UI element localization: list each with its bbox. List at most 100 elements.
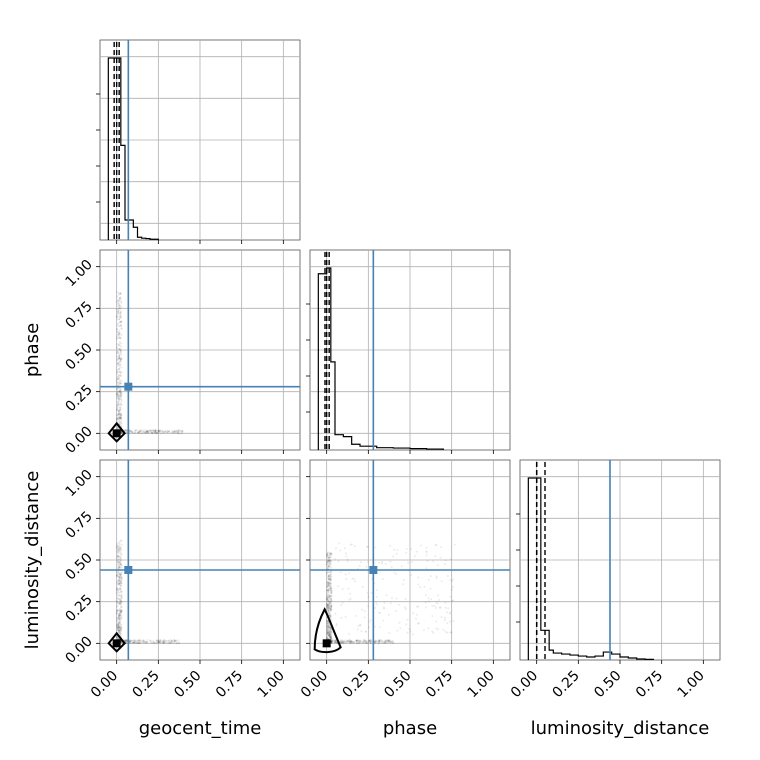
scatter-geocent-time-vs-phase-sample — [119, 412, 122, 415]
scatter-geocent-time-vs-phase-sample — [116, 426, 119, 429]
scatter-geocent-time-vs-phase-sample — [116, 414, 119, 417]
scatter-geocent-time-vs-luminosity-distance-sample — [115, 591, 118, 594]
scatter-phase-vs-luminosity-distance-sample — [393, 571, 396, 574]
scatter-geocent-time-vs-luminosity-distance-sample — [120, 616, 123, 619]
scatter-geocent-time-vs-luminosity-distance-sample — [119, 554, 122, 557]
scatter-geocent-time-vs-phase-sample — [117, 413, 120, 416]
scatter-geocent-time-vs-luminosity-distance-sample — [119, 572, 122, 575]
scatter-geocent-time-vs-phase-sample — [138, 430, 141, 433]
scatter-phase-vs-luminosity-distance-sample — [350, 639, 353, 642]
scatter-geocent-time-vs-luminosity-distance-sample — [173, 639, 176, 642]
scatter-geocent-time-vs-phase-sample — [154, 431, 157, 434]
scatter-phase-vs-luminosity-distance-sample — [326, 596, 329, 599]
scatter-geocent-time-vs-phase-sample — [118, 391, 121, 394]
scatter-geocent-time-vs-phase-sample — [168, 430, 171, 433]
scatter-geocent-time-vs-phase-sample — [118, 303, 121, 306]
scatter-phase-vs-luminosity-distance-sample — [328, 578, 331, 581]
scatter-phase-vs-luminosity-distance-sample — [326, 631, 329, 634]
scatter-geocent-time-vs-luminosity-distance-sample — [120, 539, 123, 542]
scatter-phase-vs-luminosity-distance-sample — [333, 641, 336, 644]
scatter-geocent-time-vs-luminosity-distance-sample — [117, 583, 120, 586]
scatter-geocent-time-vs-phase-sample — [129, 430, 132, 433]
scatter-geocent-time-vs-phase-sample — [118, 348, 121, 351]
scatter-geocent-time-vs-luminosity-distance-sample — [118, 582, 121, 585]
scatter-phase-vs-luminosity-distance-sample — [330, 632, 333, 635]
scatter-phase-vs-luminosity-distance-sample — [327, 627, 330, 630]
scatter-geocent-time-vs-luminosity-distance-sample — [135, 640, 138, 643]
scatter-geocent-time-vs-phase-sample — [117, 417, 120, 420]
scatter-phase-vs-luminosity-distance-sample — [349, 641, 352, 644]
scatter-phase-vs-luminosity-distance-sample — [329, 636, 332, 639]
scatter-phase-vs-luminosity-distance-sample — [327, 588, 330, 591]
scatter-phase-vs-luminosity-distance-sample — [329, 556, 332, 559]
scatter-phase-vs-luminosity-distance-sample — [326, 554, 329, 557]
scatter-geocent-time-vs-luminosity-distance-sample — [120, 576, 123, 579]
scatter-geocent-time-vs-phase-sample — [157, 429, 160, 432]
scatter-geocent-time-vs-luminosity-distance-sample — [162, 641, 165, 644]
scatter-phase-vs-luminosity-distance-sample — [425, 567, 428, 570]
hist-geocent-time-step — [107, 57, 159, 240]
scatter-phase-vs-luminosity-distance-sample — [432, 631, 435, 634]
scatter-geocent-time-vs-phase-sample — [174, 431, 177, 434]
scatter-phase-vs-luminosity-distance-sample — [367, 626, 370, 629]
scatter-geocent-time-vs-phase-sample — [120, 327, 123, 330]
scatter-geocent-time-vs-phase-sample — [116, 362, 119, 365]
scatter-geocent-time-vs-phase-ytick-label-4: 1.00 — [63, 257, 96, 290]
scatter-geocent-time-vs-phase-sample — [145, 430, 148, 433]
scatter-geocent-time-vs-luminosity-distance-sample — [120, 615, 123, 618]
scatter-phase-vs-luminosity-distance-sample — [344, 641, 347, 644]
scatter-phase-vs-luminosity-distance-sample — [435, 576, 438, 579]
scatter-phase-vs-luminosity-distance-sample — [432, 560, 435, 563]
scatter-geocent-time-vs-luminosity-distance-sample — [118, 614, 121, 617]
scatter-phase-vs-luminosity-distance-sample — [326, 553, 329, 556]
scatter-phase-vs-luminosity-distance-sample — [328, 600, 331, 603]
scatter-geocent-time-vs-phase-sample — [117, 383, 120, 386]
scatter-phase-vs-luminosity-distance-sample — [325, 631, 328, 634]
scatter-geocent-time-vs-phase-sample — [119, 292, 122, 295]
scatter-geocent-time-vs-luminosity-distance-sample — [117, 623, 120, 626]
scatter-phase-vs-luminosity-distance-sample — [327, 575, 330, 578]
scatter-phase-vs-luminosity-distance-sample — [378, 562, 381, 565]
scatter-phase-vs-luminosity-distance-sample — [330, 640, 333, 643]
scatter-geocent-time-vs-luminosity-distance-sample — [142, 640, 145, 643]
scatter-phase-vs-luminosity-distance-sample — [330, 641, 333, 644]
scatter-geocent-time-vs-phase-sample — [117, 299, 120, 302]
scatter-geocent-time-vs-phase-sample — [119, 337, 122, 340]
scatter-geocent-time-vs-phase-sample — [116, 349, 119, 352]
scatter-phase-vs-luminosity-distance-sample — [336, 585, 339, 588]
scatter-phase-vs-luminosity-distance-sample — [364, 641, 367, 644]
scatter-geocent-time-vs-phase-sample — [135, 429, 138, 432]
scatter-phase-vs-luminosity-distance-sample — [325, 598, 328, 601]
scatter-phase-vs-luminosity-distance-sample — [377, 641, 380, 644]
scatter-geocent-time-vs-phase-sample — [117, 362, 120, 365]
scatter-geocent-time-vs-luminosity-distance-sample — [119, 602, 122, 605]
scatter-geocent-time-vs-phase-sample — [118, 409, 121, 412]
scatter-geocent-time-vs-phase-sample — [161, 430, 164, 433]
scatter-phase-vs-luminosity-distance-sample — [325, 632, 328, 635]
scatter-phase-vs-luminosity-distance-sample — [452, 599, 455, 602]
scatter-geocent-time-vs-luminosity-distance-sample — [119, 573, 122, 576]
scatter-phase-vs-luminosity-distance-sample — [330, 600, 333, 603]
scatter-geocent-time-vs-luminosity-distance-sample — [120, 573, 123, 576]
scatter-geocent-time-vs-phase-sample — [118, 416, 121, 419]
scatter-phase-vs-luminosity-distance-sample — [353, 545, 356, 548]
scatter-phase-vs-luminosity-distance-sample — [350, 641, 353, 644]
scatter-phase-vs-luminosity-distance-sample — [385, 594, 388, 597]
scatter-geocent-time-vs-phase-sample — [180, 432, 183, 435]
scatter-geocent-time-vs-luminosity-distance-sample — [118, 545, 121, 548]
scatter-phase-vs-luminosity-distance-sample — [446, 611, 449, 614]
scatter-phase-vs-luminosity-distance-sample — [326, 633, 329, 636]
scatter-phase-vs-luminosity-distance-sample — [368, 639, 371, 642]
scatter-geocent-time-vs-phase-sample — [118, 408, 121, 411]
scatter-phase-vs-luminosity-distance-sample — [335, 641, 338, 644]
scatter-phase-vs-luminosity-distance-sample — [327, 634, 330, 637]
scatter-geocent-time-vs-phase-sample — [120, 358, 123, 361]
scatter-geocent-time-vs-phase-sample — [119, 351, 122, 354]
scatter-geocent-time-vs-luminosity-distance-sample — [162, 640, 165, 643]
scatter-geocent-time-vs-phase-sample — [119, 344, 122, 347]
scatter-geocent-time-vs-luminosity-distance-sample — [129, 639, 132, 642]
scatter-geocent-time-vs-luminosity-distance-sample — [150, 641, 153, 644]
scatter-phase-vs-luminosity-distance-sample — [330, 637, 333, 640]
scatter-geocent-time-vs-phase-sample — [116, 406, 119, 409]
scatter-geocent-time-vs-phase-sample — [138, 429, 141, 432]
